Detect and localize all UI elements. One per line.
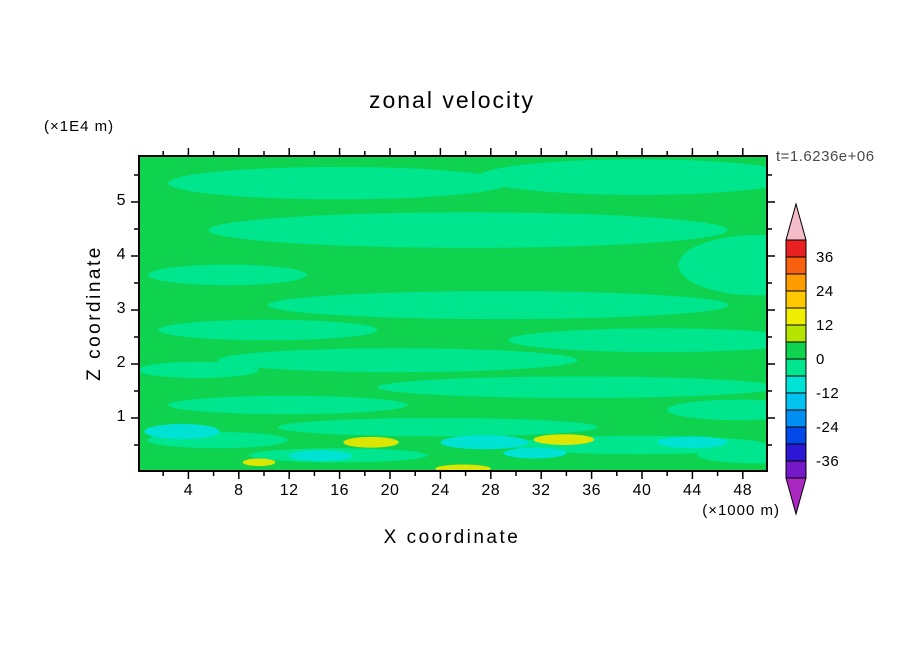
x-tick-label: 32 [531, 482, 551, 499]
colorbar-label: 24 [816, 283, 834, 300]
x-tick-label: 8 [234, 482, 244, 499]
colorbar-cell [785, 239, 807, 258]
colorbar-cell [785, 307, 807, 326]
colorbar-label: 12 [816, 317, 834, 334]
colorbar-cell [785, 341, 807, 360]
colorbar: 36 24 12 0 -12 -24 -36 [785, 202, 839, 516]
y-tick-label: 4 [116, 245, 126, 263]
contour-blob-cyan [503, 447, 567, 459]
contour-blob-cyan [657, 436, 728, 449]
x-axis-unit: (×1000 m) [702, 502, 780, 519]
contour-blob-streak [667, 399, 768, 421]
contour-blob-cyan [440, 435, 529, 450]
y-axis-unit: (×1E4 m) [44, 118, 115, 135]
colorbar-cell [785, 443, 807, 462]
colorbar-cell [785, 256, 807, 275]
z-axis-label: Z coordinate [84, 245, 105, 381]
colorbar-cell [785, 358, 807, 377]
contour-blob-streak [267, 291, 729, 320]
plot-title: zonal velocity [368, 87, 536, 113]
contour-field [138, 155, 768, 472]
colorbar-label: -24 [816, 419, 839, 436]
contour-blob-streak [148, 264, 307, 286]
contour-blob-streak [168, 166, 509, 200]
x-axis-label: X coordinate [383, 527, 521, 548]
time-label: t=1.6236e+06 [776, 148, 875, 165]
x-tick-label: 4 [183, 482, 194, 499]
colorbar-cell [785, 290, 807, 309]
colorbar-cell [785, 324, 807, 343]
contour-blob-streak [277, 418, 598, 437]
x-tick-label: 28 [481, 482, 501, 499]
x-tick-label: 40 [632, 482, 652, 499]
contour-blob-streak [158, 319, 378, 341]
contour-blob-streak [138, 361, 259, 378]
colorbar-cell [785, 409, 807, 428]
contour-blob-streak [168, 395, 408, 415]
x-tick-label: 12 [279, 482, 299, 499]
colorbar-label: 36 [816, 249, 834, 266]
contour-blob-cyan [289, 450, 353, 462]
x-tick-label: 44 [682, 482, 702, 499]
plot-border [138, 155, 768, 472]
colorbar-cell [785, 426, 807, 445]
colorbar-under-arrow [785, 477, 807, 516]
contour-blob-yellow [343, 436, 399, 448]
y-tick-label: 5 [116, 191, 126, 209]
contour-blob-streak [208, 212, 728, 248]
contour-blob-yellow [242, 458, 276, 467]
colorbar-label: -12 [816, 385, 839, 402]
colorbar-label: 0 [816, 351, 825, 368]
contour-blob-streak [508, 328, 768, 353]
colorbar-label: -36 [816, 453, 839, 470]
contour-blob-cyan [144, 423, 220, 440]
x-tick-label: 48 [733, 482, 753, 499]
contour-blob-streak [678, 235, 768, 296]
colorbar-cell [785, 273, 807, 292]
contour-blob-streak [377, 376, 768, 398]
colorbar-cell [785, 375, 807, 394]
y-tick-label: 2 [116, 353, 126, 371]
colorbar-over-arrow [785, 202, 807, 241]
contour-blob-streak [478, 159, 768, 195]
y-tick-label: 3 [116, 299, 126, 317]
x-tick-label: 24 [430, 482, 450, 499]
colorbar-cell [785, 460, 807, 479]
x-tick-label: 20 [380, 482, 400, 499]
contour-blob-streak [697, 447, 768, 464]
y-tick-label: 1 [116, 407, 126, 425]
colorbar-cell [785, 392, 807, 411]
contour-blob-yellow [533, 434, 595, 445]
contour-blob-streak [217, 348, 578, 373]
x-tick-label: 16 [330, 482, 349, 499]
x-tick-label: 36 [582, 482, 601, 499]
